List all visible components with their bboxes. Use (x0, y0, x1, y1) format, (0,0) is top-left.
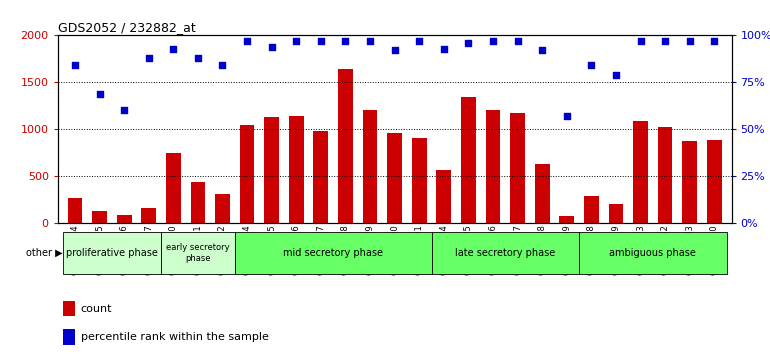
Bar (63, 301, 75, 316)
Bar (313, 131, 328, 223)
Bar (584, 196, 599, 223)
Text: late secretory phase: late secretory phase (455, 248, 555, 258)
Bar (431, 232, 579, 274)
Bar (62, 232, 161, 274)
Text: ambiguous phase: ambiguous phase (609, 248, 696, 258)
Bar (63, 329, 75, 345)
Bar (579, 232, 727, 274)
Point (413, 38, 425, 44)
Bar (387, 133, 402, 223)
Point (659, 38, 671, 44)
Bar (117, 215, 132, 223)
Bar (68, 198, 82, 223)
Point (266, 44, 278, 50)
Point (192, 55, 204, 61)
Bar (289, 116, 303, 223)
Text: other ▶: other ▶ (26, 248, 62, 258)
Bar (559, 216, 574, 223)
Point (167, 46, 179, 51)
Point (69, 63, 81, 68)
Point (684, 38, 696, 44)
Bar (412, 138, 427, 223)
Text: percentile rank within the sample: percentile rank within the sample (81, 332, 269, 342)
Bar (161, 232, 235, 274)
Point (634, 38, 647, 44)
Point (118, 108, 130, 113)
Bar (166, 153, 181, 223)
Bar (535, 164, 550, 223)
Bar (511, 113, 525, 223)
Point (708, 38, 721, 44)
Bar (707, 141, 721, 223)
Bar (190, 182, 206, 223)
Bar (215, 194, 230, 223)
Text: proliferative phase: proliferative phase (66, 248, 158, 258)
Bar (437, 171, 451, 223)
Bar (658, 127, 672, 223)
Point (388, 47, 400, 53)
Point (462, 40, 474, 46)
Point (290, 38, 303, 44)
Bar (338, 69, 353, 223)
Bar (239, 125, 254, 223)
Point (241, 38, 253, 44)
Bar (608, 204, 623, 223)
Point (142, 55, 155, 61)
Bar (486, 110, 500, 223)
Text: early secretory
phase: early secretory phase (166, 244, 229, 263)
Bar (264, 117, 279, 223)
Point (315, 38, 327, 44)
Point (511, 38, 524, 44)
Point (610, 72, 622, 78)
Point (340, 38, 352, 44)
Text: mid secretory phase: mid secretory phase (283, 248, 383, 258)
Text: GDS2052 / 232882_at: GDS2052 / 232882_at (58, 21, 196, 34)
Point (216, 63, 229, 68)
Bar (92, 211, 107, 223)
Bar (461, 97, 476, 223)
Point (561, 113, 573, 119)
Bar (235, 232, 431, 274)
Point (585, 63, 598, 68)
Point (364, 38, 377, 44)
Bar (682, 141, 697, 223)
Point (487, 38, 499, 44)
Bar (363, 110, 377, 223)
Text: count: count (81, 303, 112, 314)
Point (536, 47, 548, 53)
Bar (142, 208, 156, 223)
Point (93, 91, 105, 96)
Bar (633, 121, 648, 223)
Point (437, 46, 450, 51)
